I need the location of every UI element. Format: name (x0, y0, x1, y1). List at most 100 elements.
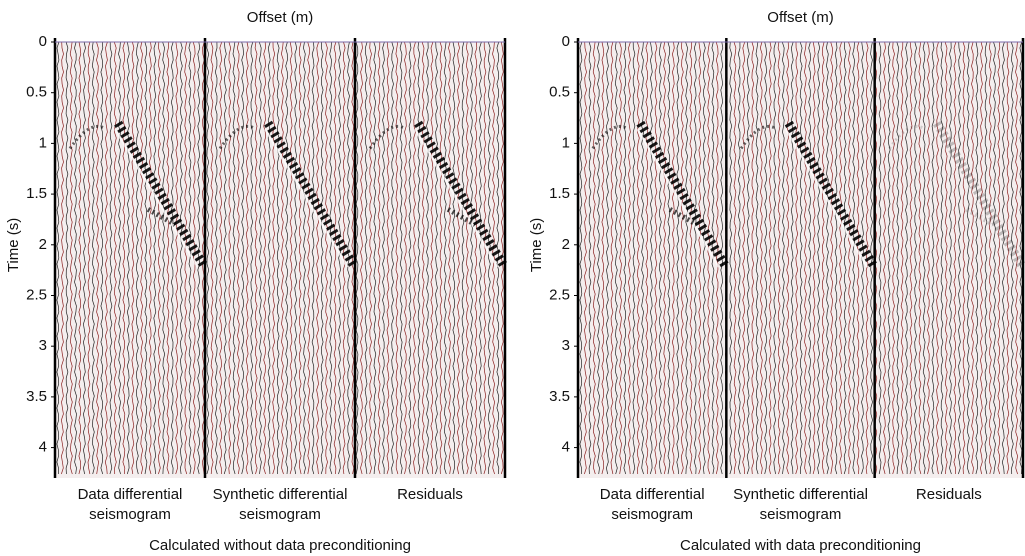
trace (104, 41, 108, 475)
panel-label: Synthetic differential (733, 486, 868, 503)
trace (878, 41, 882, 475)
trace (316, 41, 319, 475)
trace (118, 41, 121, 475)
trace (909, 41, 913, 475)
trace (448, 41, 451, 475)
trace (78, 41, 82, 475)
trace (192, 41, 196, 475)
trace (606, 41, 609, 475)
trace (905, 41, 908, 475)
trace (649, 41, 653, 475)
trace (627, 41, 631, 475)
trace (285, 41, 288, 475)
trace (311, 41, 315, 475)
trace (100, 41, 104, 475)
trace (839, 41, 842, 475)
trace (980, 41, 983, 475)
event (114, 120, 208, 268)
y-tick-label: 4 (562, 439, 570, 456)
trace (435, 41, 438, 475)
y-tick-label: 2 (39, 236, 47, 253)
trace (975, 41, 979, 475)
caption: Calculated without data preconditioning (149, 537, 411, 554)
trace (329, 41, 333, 475)
trace (698, 41, 702, 475)
trace (144, 41, 148, 475)
trace (865, 41, 869, 475)
trace (962, 41, 966, 475)
trace (927, 41, 930, 475)
trace (391, 41, 394, 475)
trace (465, 41, 469, 475)
trace (733, 41, 737, 475)
trace (852, 41, 856, 475)
trace (333, 41, 337, 475)
trace (430, 41, 434, 475)
trace (404, 41, 407, 475)
y-tick-label: 1.5 (549, 185, 570, 202)
trace (892, 41, 895, 475)
trace (592, 41, 596, 475)
trace (746, 41, 750, 475)
trace (614, 41, 618, 475)
trace (958, 41, 961, 475)
event (636, 128, 720, 268)
event (146, 207, 177, 227)
trace (267, 41, 271, 475)
event (784, 128, 869, 268)
trace (470, 41, 473, 475)
trace (87, 41, 91, 475)
trace (610, 41, 614, 475)
trace (751, 41, 755, 475)
trace (289, 41, 293, 475)
y-tick-label: 0 (562, 33, 570, 50)
trace (685, 41, 689, 475)
trace (689, 41, 693, 475)
trace (214, 41, 218, 475)
trace (715, 41, 719, 475)
y-tick-label: 3 (562, 337, 570, 354)
trace (984, 41, 988, 475)
trace (601, 41, 605, 475)
trace (936, 41, 939, 475)
panel-label: Residuals (397, 486, 463, 503)
trace (162, 41, 166, 475)
trace (298, 41, 302, 475)
trace (166, 41, 170, 475)
trace (184, 41, 188, 475)
trace (667, 41, 671, 475)
panel-label: Residuals (916, 486, 982, 503)
trace (386, 41, 390, 475)
trace (830, 41, 834, 475)
trace (452, 41, 456, 475)
trace (303, 41, 306, 475)
x-axis-label: Offset (m) (767, 9, 833, 26)
event (68, 124, 106, 150)
trace (619, 41, 622, 475)
trace (158, 41, 161, 475)
trace (457, 41, 460, 475)
event (446, 207, 477, 227)
trace (91, 41, 95, 475)
trace (399, 41, 403, 475)
trace (294, 41, 298, 475)
y-tick-label: 3.5 (549, 388, 570, 405)
trace (759, 41, 763, 475)
trace (61, 41, 64, 475)
trace (153, 41, 157, 475)
y-tick-label: 0.5 (549, 84, 570, 101)
trace (148, 41, 152, 475)
plot-background (55, 42, 505, 478)
trace (953, 41, 957, 475)
trace (1015, 41, 1018, 475)
event (114, 128, 199, 268)
trace (377, 41, 381, 475)
trace (281, 41, 284, 475)
trace (808, 41, 811, 475)
trace (461, 41, 465, 475)
trace (781, 41, 785, 475)
trace (702, 41, 706, 475)
trace (632, 41, 636, 475)
panel-label: Synthetic differential (213, 486, 348, 503)
event (264, 128, 349, 268)
